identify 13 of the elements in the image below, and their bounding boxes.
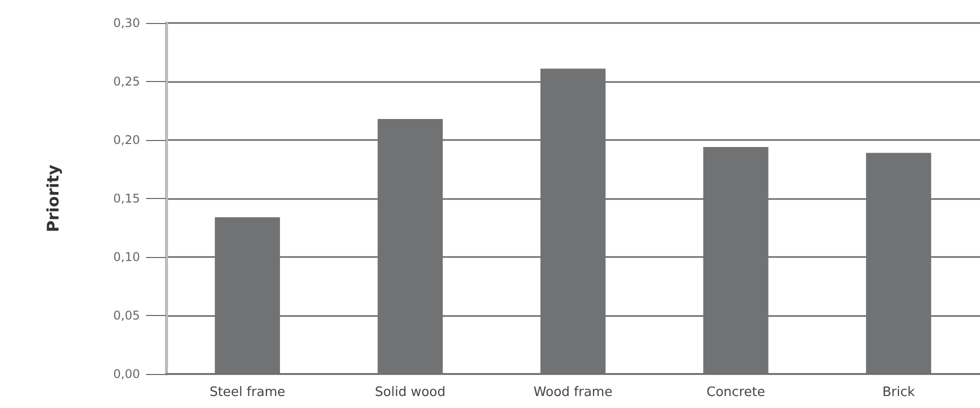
x-tick-label: Steel frame xyxy=(210,385,286,400)
y-tick-label: 0,20 xyxy=(113,133,140,147)
x-tick-label: Wood frame xyxy=(534,385,612,400)
x-tick-label: Brick xyxy=(882,385,916,400)
y-tick-label: 0,05 xyxy=(113,308,140,322)
y-tick-label: 0,10 xyxy=(113,250,140,264)
y-tick-label: 0,30 xyxy=(113,16,140,30)
y-tick-label: 0,15 xyxy=(113,192,140,206)
x-tick-label: Solid wood xyxy=(374,385,446,400)
y-tick-label: 0,00 xyxy=(113,367,140,381)
x-tick-label: Concrete xyxy=(706,385,766,400)
y-tick-label: 0,25 xyxy=(113,74,140,88)
y-axis-title: Priority xyxy=(44,164,62,232)
